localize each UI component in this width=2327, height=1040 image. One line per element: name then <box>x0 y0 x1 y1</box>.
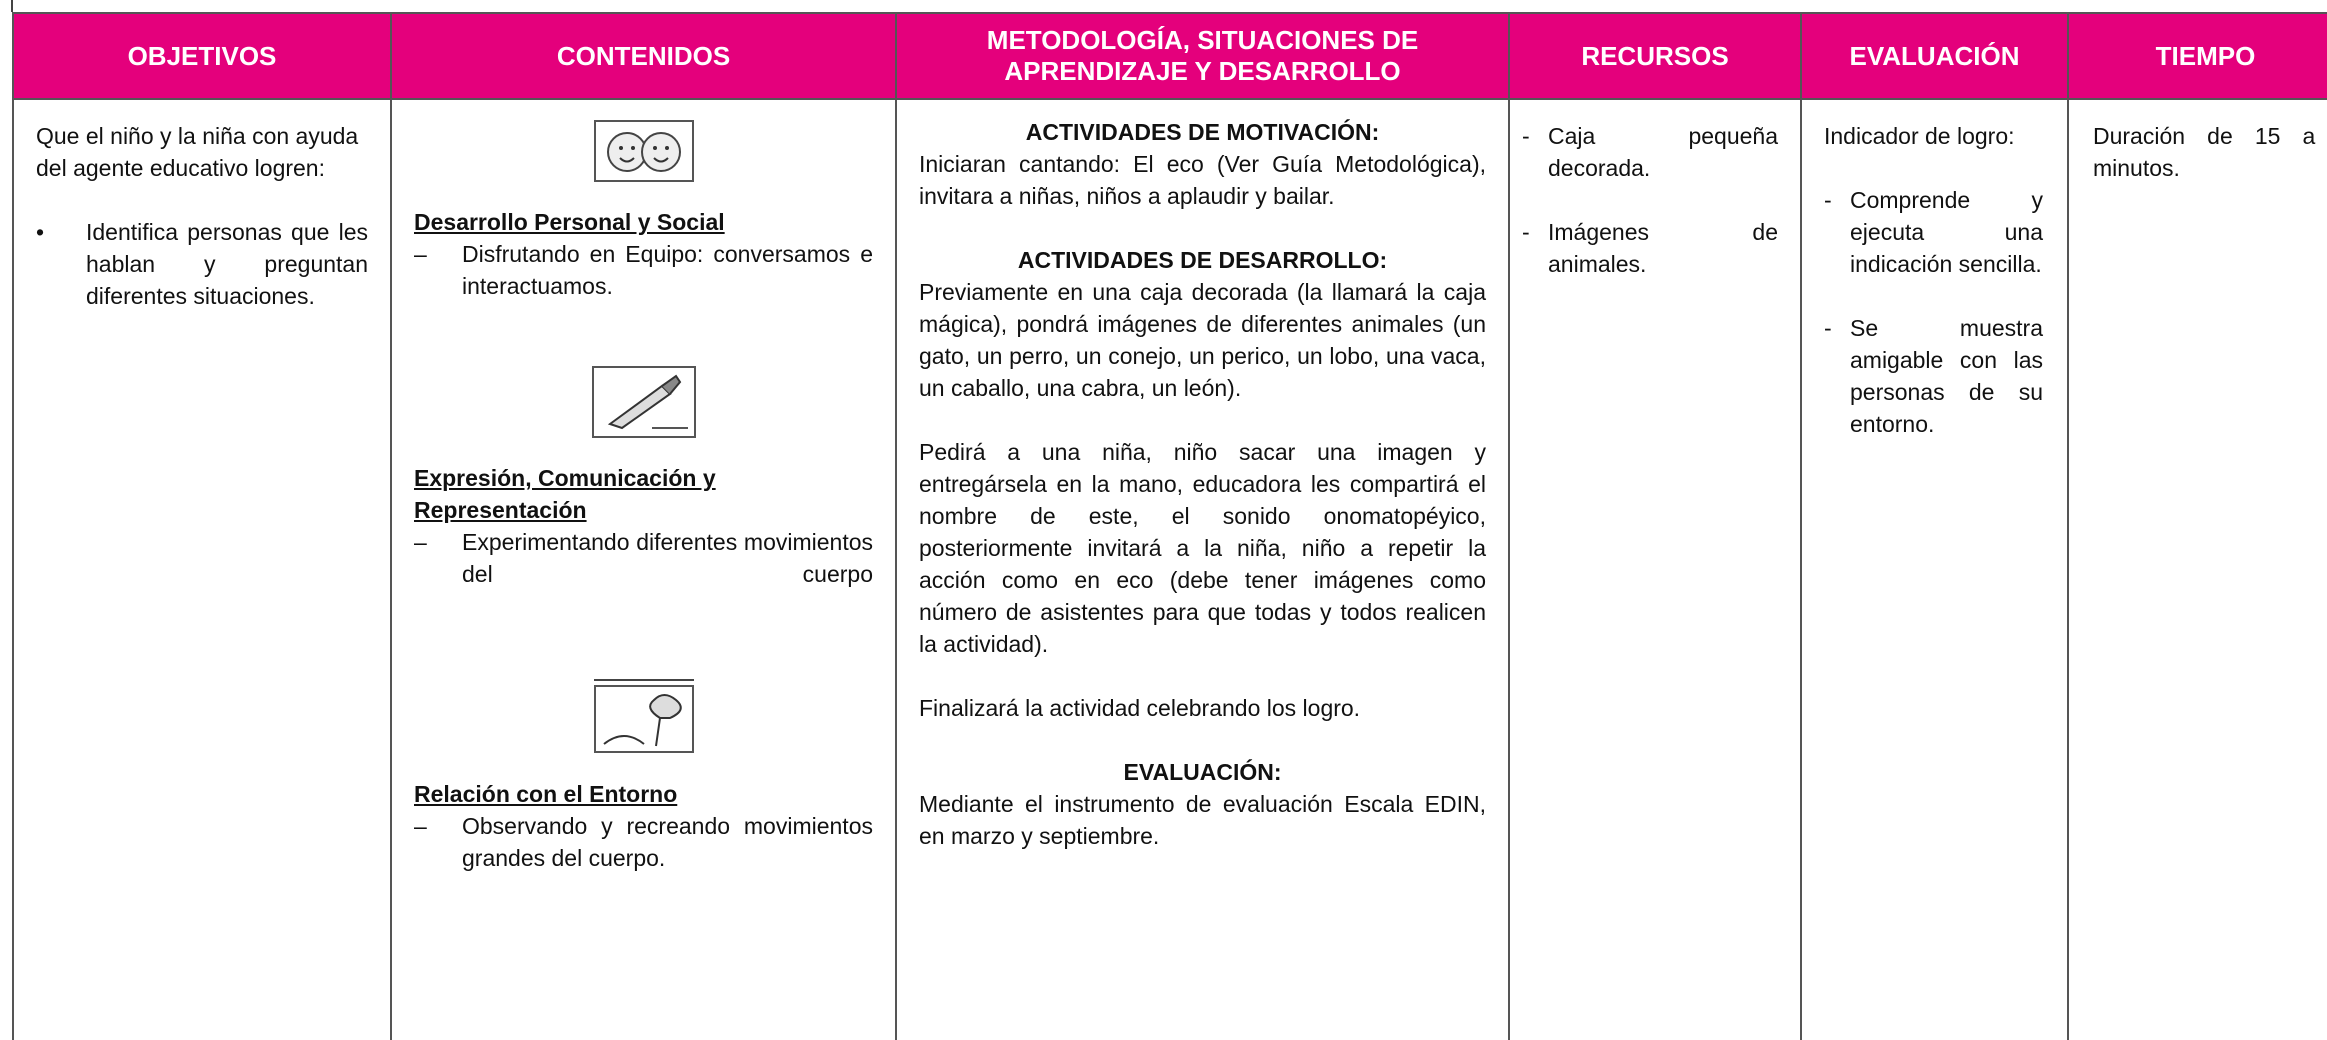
recursos-cell: - Caja pequeña decorada. - Imágenes de ani… <box>1508 99 1802 1040</box>
section-heading: ACTIVIDADES DE DESARROLLO: <box>1017 247 1388 273</box>
header-cell: METODOLOGÍA, SITUACIONES DE APRENDIZAJE … <box>895 12 1510 100</box>
section-heading: EVALUACIÓN: <box>1123 759 1282 785</box>
header-cell: TIEMPO <box>2067 12 2327 100</box>
border-line <box>11 0 13 12</box>
header-cell: RECURSOS <box>1508 12 1802 100</box>
content-text: Disfrutando en Equipo: conversamos e int… <box>462 241 873 299</box>
paragraph: Pedirá a una niña, niño sacar una imagen… <box>919 439 1486 657</box>
objetivos-cell: Que el niño y la niña con ayuda del agen… <box>12 99 392 1040</box>
paragraph: Finalizará la actividad celebrando los l… <box>919 695 1361 721</box>
section-heading: ACTIVIDADES DE MOTIVACIÓN: <box>1025 119 1380 145</box>
paragraph: Mediante el instrumento de evaluación Es… <box>919 791 1486 849</box>
resource-item: - Imágenes de animales. <box>1522 216 1778 280</box>
paragraph: Iniciaran cantando: El eco (Ver Guía Met… <box>919 151 1486 209</box>
dash: – <box>414 813 427 839</box>
tiempo-cell: Duración de 15 a 20 minutos. <box>2067 99 2327 1040</box>
metodologia-cell: ACTIVIDADES DE MOTIVACIÓN: Iniciaran can… <box>895 99 1510 1040</box>
dash: - <box>1824 315 1832 341</box>
content-title: Desarrollo Personal y Social <box>414 209 725 235</box>
dash: - <box>1522 219 1530 245</box>
icon-brush <box>591 366 696 438</box>
indicator-text: Comprende y ejecuta una indicación senci… <box>1850 187 2043 277</box>
indicator-item: - Se muestra amigable con las personas de… <box>1824 312 2043 440</box>
header-row: OBJETIVOS CONTENIDOS METODOLOGÍA, SITUAC… <box>12 12 2327 100</box>
dash: - <box>1522 123 1530 149</box>
content-title: Relación con el Entorno <box>414 781 678 807</box>
bullet: • <box>36 219 45 245</box>
resource-text: Caja pequeña decorada. <box>1548 123 1778 181</box>
dash: – <box>414 241 427 267</box>
content-item: – Disfrutando en Equipo: conversamos e in… <box>414 238 873 302</box>
dash: – <box>414 529 427 555</box>
evaluacion-cell: Indicador de logro: - Comprende y ejecuta… <box>1800 99 2069 1040</box>
time-text: Duración de 15 a 20 minutos. <box>2093 123 2327 181</box>
resource-item: - Caja pequeña decorada. <box>1522 120 1778 184</box>
content-item: – Observando y recreando movimientos gran… <box>414 810 873 874</box>
icon-children <box>593 120 694 182</box>
content-text: Observando y recreando movimientos grand… <box>462 813 873 871</box>
planning-table: OBJETIVOS CONTENIDOS METODOLOGÍA, SITUAC… <box>12 12 2327 1040</box>
header-cell: EVALUACIÓN <box>1800 12 2069 100</box>
indicator-item: - Comprende y ejecuta una indicación senc… <box>1824 184 2043 280</box>
content-item: – Experimentando diferentes movimientos d… <box>414 526 873 590</box>
contenidos-cell: Desarrollo Personal y Social – Disfrutand… <box>390 99 897 1040</box>
content-title: Expresión, Comunicación y Representación <box>414 465 716 523</box>
resource-text: Imágenes de animales. <box>1548 219 1778 277</box>
dash: - <box>1824 187 1832 213</box>
bullet-item: • Identifica personas que les hablan y p… <box>36 216 368 312</box>
content-text: Experimentando diferentes movimientos de… <box>462 529 873 587</box>
header-cell: CONTENIDOS <box>390 12 897 100</box>
intro: Indicador de logro: <box>1824 123 2015 149</box>
header-cell: OBJETIVOS <box>12 12 392 100</box>
page: OBJETIVOS CONTENIDOS METODOLOGÍA, SITUAC… <box>11 0 2327 1040</box>
intro: Que el niño y la niña con ayuda del agen… <box>36 123 359 181</box>
bullet-text: Identifica personas que les hablan y pre… <box>86 219 368 309</box>
icon-landscape <box>593 679 694 753</box>
paragraph: Previamente en una caja decorada (la lla… <box>919 279 1486 401</box>
indicator-text: Se muestra amigable con las personas de … <box>1850 315 2043 437</box>
